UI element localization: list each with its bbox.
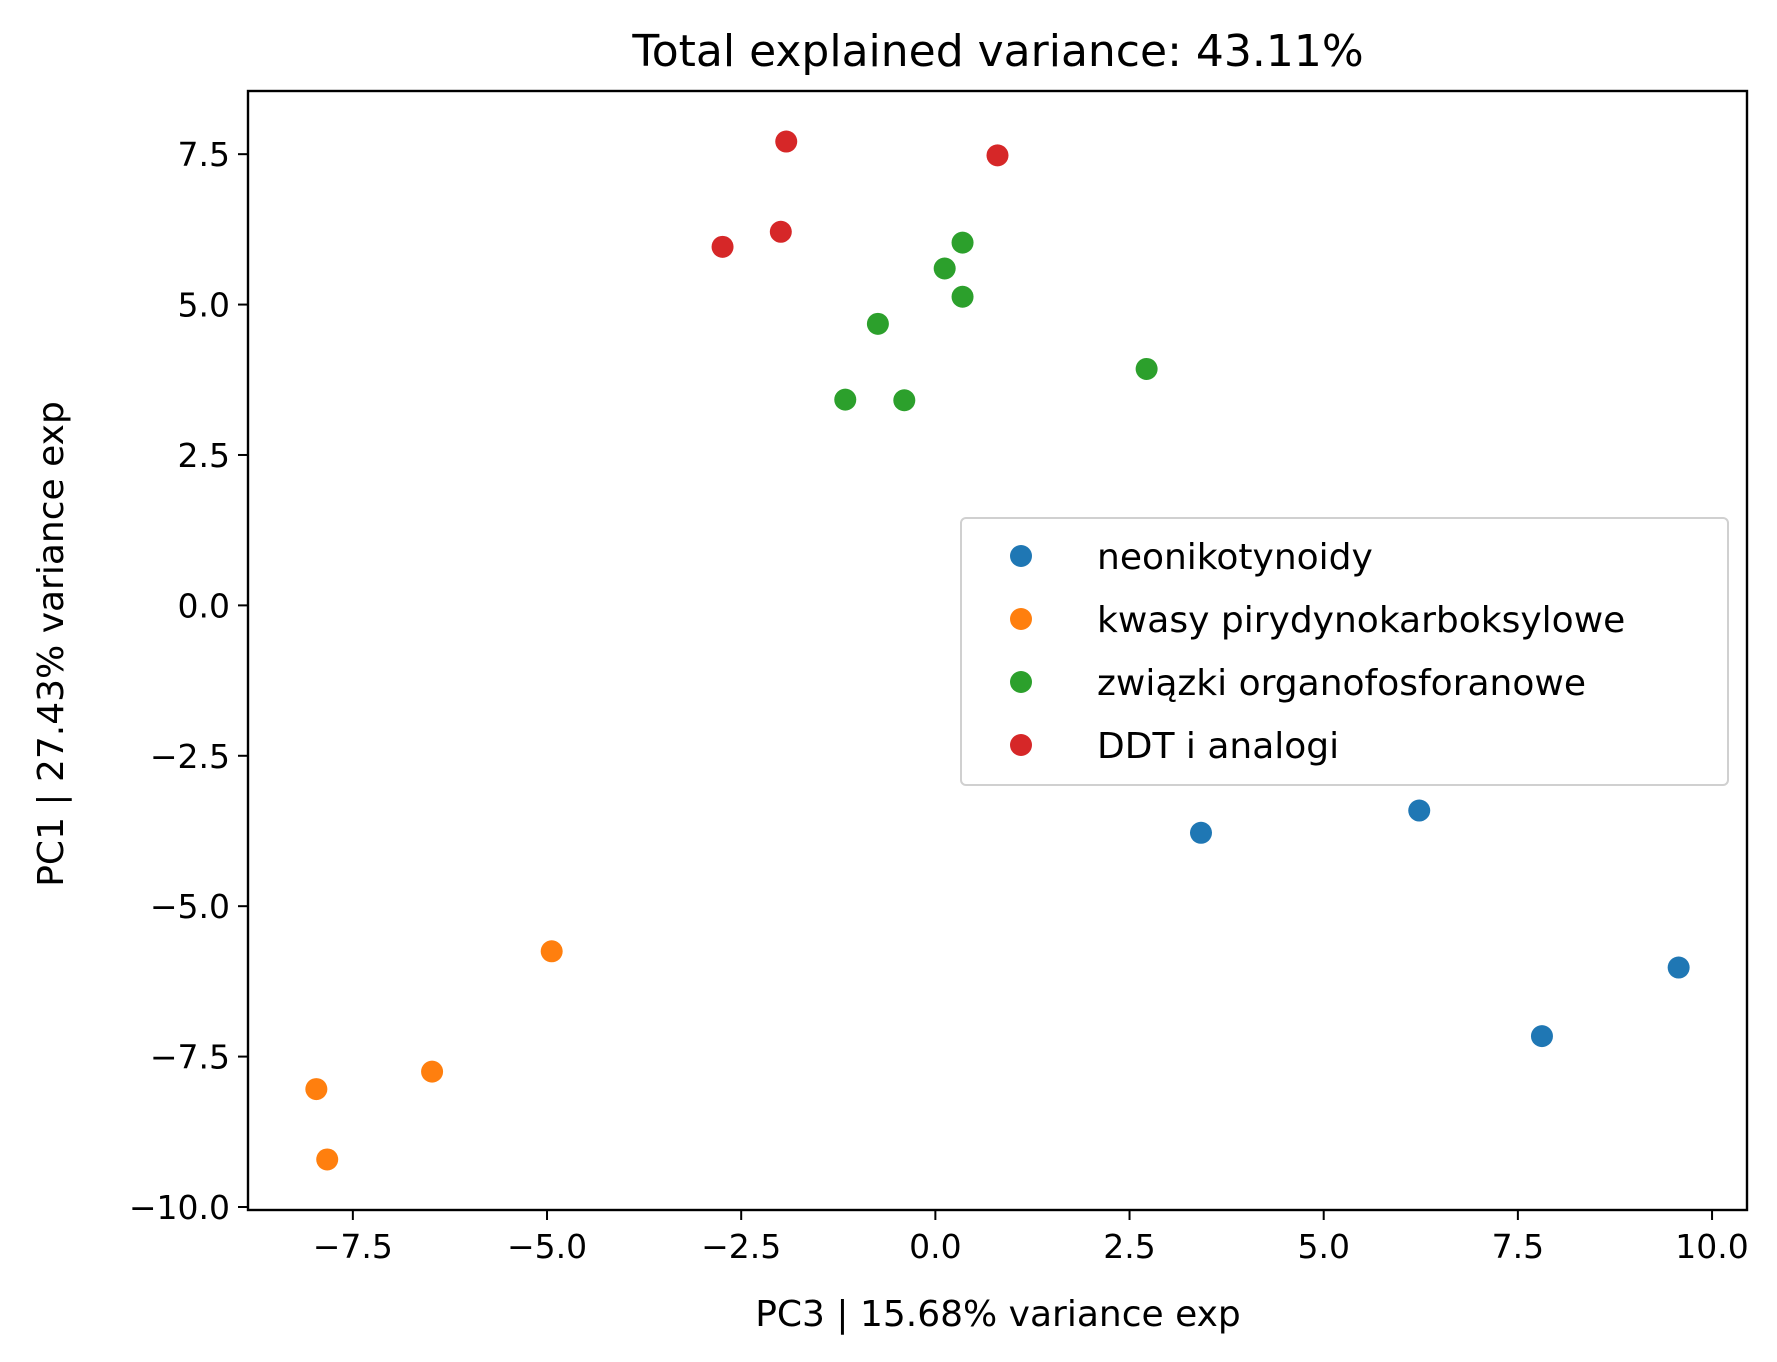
data-point bbox=[775, 130, 798, 153]
data-point bbox=[986, 144, 1009, 167]
y-tick-label: −2.5 bbox=[150, 737, 230, 776]
x-tick-label: −7.5 bbox=[313, 1227, 393, 1266]
data-point bbox=[951, 285, 974, 308]
data-point bbox=[421, 1060, 444, 1083]
y-tick-label: 7.5 bbox=[178, 135, 230, 174]
x-tick-label: 5.0 bbox=[1297, 1227, 1349, 1266]
data-point bbox=[305, 1078, 328, 1101]
data-point bbox=[769, 220, 792, 243]
axes: −7.5 −5.0 −2.5 0.0 2.5 5.0 7.5 10.0 7.5 5.0 2.5 0.0… bbox=[129, 135, 1749, 1266]
x-tick-label: 7.5 bbox=[1492, 1227, 1544, 1266]
data-point bbox=[1189, 821, 1212, 844]
data-point bbox=[711, 235, 734, 258]
legend-marker bbox=[1010, 734, 1032, 756]
legend-marker bbox=[1010, 608, 1032, 630]
data-point bbox=[951, 231, 974, 254]
y-tick-label: 2.5 bbox=[178, 436, 230, 475]
data-point bbox=[893, 389, 916, 412]
legend-box bbox=[960, 517, 1729, 786]
y-tick-label: −5.0 bbox=[150, 887, 230, 926]
chart-title: Total explained variance: 43.11% bbox=[631, 26, 1363, 77]
y-tick-label: −7.5 bbox=[150, 1038, 230, 1077]
x-tick-label: −5.0 bbox=[507, 1227, 587, 1266]
data-point bbox=[316, 1148, 339, 1171]
data-point bbox=[1530, 1025, 1553, 1048]
data-point bbox=[933, 257, 956, 280]
data-point bbox=[834, 388, 857, 411]
data-point bbox=[540, 940, 563, 963]
legend-label: kwasy pirydynokarboksylowe bbox=[1097, 600, 1625, 641]
x-axis-label: PC3 | 15.68% variance exp bbox=[755, 1294, 1241, 1335]
x-tick-label: 2.5 bbox=[1103, 1227, 1155, 1266]
y-tick-label: 0.0 bbox=[178, 586, 230, 625]
legend: neonikotynoidy kwasy pirydynokarboksylowe… bbox=[960, 517, 1729, 786]
y-axis-label: PC1 | 27.43% variance exp bbox=[31, 401, 72, 887]
legend-marker bbox=[1010, 545, 1032, 567]
x-tick-label: 10.0 bbox=[1675, 1227, 1748, 1266]
x-tick-label: −2.5 bbox=[701, 1227, 781, 1266]
data-point bbox=[1135, 357, 1158, 380]
x-tick-label: 0.0 bbox=[909, 1227, 961, 1266]
data-points bbox=[305, 130, 1690, 1171]
legend-label: DDT i analogi bbox=[1097, 726, 1339, 767]
y-tick-label: 5.0 bbox=[178, 286, 230, 325]
data-point bbox=[1667, 956, 1690, 979]
legend-marker bbox=[1010, 671, 1032, 693]
data-point bbox=[866, 312, 889, 335]
data-point bbox=[1408, 799, 1431, 822]
legend-label: związki organofosforanowe bbox=[1097, 663, 1586, 704]
y-tick-label: −10.0 bbox=[129, 1188, 230, 1227]
legend-label: neonikotynoidy bbox=[1097, 537, 1373, 578]
